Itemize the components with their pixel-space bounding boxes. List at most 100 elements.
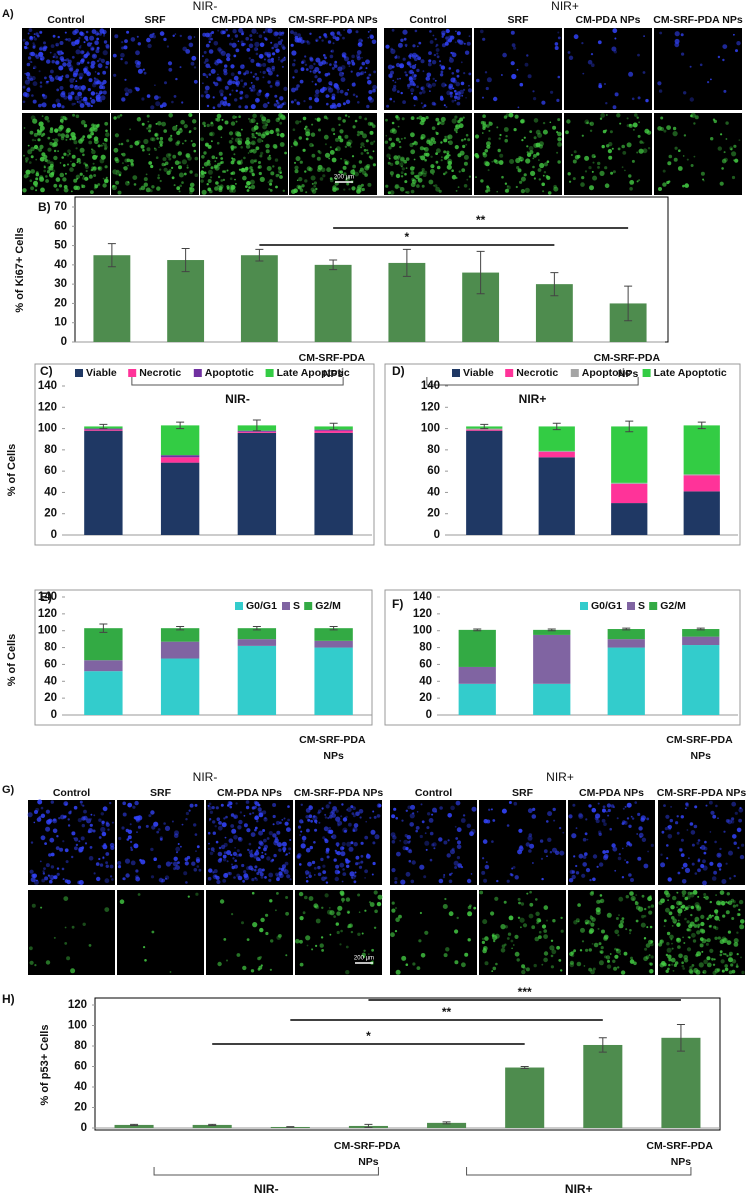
cell-dot — [122, 877, 125, 880]
cell-dot — [50, 865, 55, 869]
cell-dot — [373, 70, 376, 74]
cell-dot — [95, 92, 98, 95]
cell-dot — [692, 939, 697, 943]
cell-dot — [601, 144, 605, 149]
cell-dot — [83, 41, 86, 44]
cell-dot — [425, 82, 431, 88]
cell-dot — [443, 104, 446, 107]
cell-dot — [407, 86, 410, 90]
cell-dot — [443, 150, 447, 154]
cell-dot — [302, 839, 306, 843]
cell-dot — [677, 166, 683, 171]
cell-dot — [253, 125, 259, 130]
significance-label: * — [366, 1029, 371, 1043]
cell-dot — [207, 144, 212, 149]
cell-dot — [493, 96, 498, 102]
cell-dot — [671, 963, 674, 966]
cell-dot — [366, 149, 369, 152]
cell-dot — [234, 146, 237, 149]
cell-dot — [689, 921, 695, 927]
cell-dot — [636, 151, 639, 154]
cell-dot — [479, 890, 484, 895]
cell-dot — [401, 117, 405, 121]
cell-dot — [726, 954, 729, 957]
cell-dot — [112, 169, 118, 175]
cell-dot — [638, 121, 640, 124]
y-tick-label: 80 — [427, 444, 440, 456]
cell-dot — [581, 940, 585, 943]
cell-dot — [242, 175, 247, 181]
cell-dot — [405, 846, 409, 851]
cell-dot — [65, 138, 68, 141]
cell-dot — [341, 880, 344, 883]
cell-dot — [217, 29, 220, 32]
cell-dot — [137, 68, 143, 74]
cell-dot — [39, 125, 45, 131]
cell-dot — [305, 815, 310, 819]
cell-dot — [127, 88, 133, 94]
cell-dot — [331, 813, 337, 818]
cell-dot — [333, 132, 336, 136]
cell-dot — [248, 186, 251, 189]
cell-dot — [665, 969, 669, 973]
cell-dot — [140, 185, 146, 191]
cell-dot — [22, 100, 26, 104]
cell-dot — [434, 38, 437, 41]
cell-dot — [189, 803, 194, 808]
cell-dot — [412, 76, 417, 81]
cell-dot — [71, 925, 75, 929]
error-bar — [208, 1123, 217, 1126]
cell-dot — [316, 156, 321, 161]
cell-dot — [314, 118, 317, 120]
cell-dot — [328, 907, 331, 909]
cell-dot — [265, 123, 269, 127]
cell-dot — [353, 874, 357, 878]
bar-segment — [160, 462, 200, 535]
cell-dot — [250, 169, 254, 172]
cell-dot — [667, 954, 672, 959]
y-tick-label: 100 — [68, 1020, 87, 1032]
cell-dot — [335, 137, 339, 142]
cell-dot — [265, 149, 270, 154]
cell-dot — [243, 156, 246, 160]
cell-dot — [273, 840, 279, 846]
cell-dot — [283, 850, 286, 853]
cell-dot — [366, 164, 371, 168]
cell-dot — [232, 29, 237, 34]
cell-dot — [629, 891, 634, 896]
cell-dot — [276, 830, 281, 835]
micrograph — [568, 800, 655, 885]
legend-label: Viable — [86, 367, 117, 379]
cell-dot — [216, 141, 220, 145]
cell-dot — [508, 801, 512, 804]
cell-dot — [447, 839, 450, 842]
cell-dot — [47, 119, 50, 123]
cell-dot — [729, 146, 733, 150]
cell-dot — [36, 817, 42, 822]
cell-dot — [29, 161, 32, 164]
cell-dot — [80, 96, 83, 99]
cell-dot — [299, 916, 304, 921]
cell-dot — [113, 116, 117, 120]
cell-dot — [638, 832, 644, 838]
cell-dot — [699, 943, 704, 948]
cell-dot — [436, 55, 440, 59]
cell-dot — [342, 102, 346, 106]
cell-dot — [314, 905, 317, 908]
cell-dot — [521, 964, 526, 969]
cell-dot — [260, 854, 265, 859]
cell-dot — [436, 148, 441, 154]
cell-dot — [175, 865, 181, 870]
cell-dot — [30, 155, 34, 159]
cell-dot — [400, 137, 403, 140]
cell-dot — [214, 117, 219, 122]
cell-dot — [659, 939, 664, 944]
cell-dot — [299, 939, 303, 944]
cell-dot — [84, 842, 88, 845]
cell-dot — [148, 814, 152, 818]
cell-dot — [402, 29, 408, 35]
cell-dot — [496, 879, 499, 883]
cell-dot — [609, 953, 612, 955]
y-tick-label: 120 — [413, 608, 432, 620]
cell-dot — [409, 822, 415, 827]
